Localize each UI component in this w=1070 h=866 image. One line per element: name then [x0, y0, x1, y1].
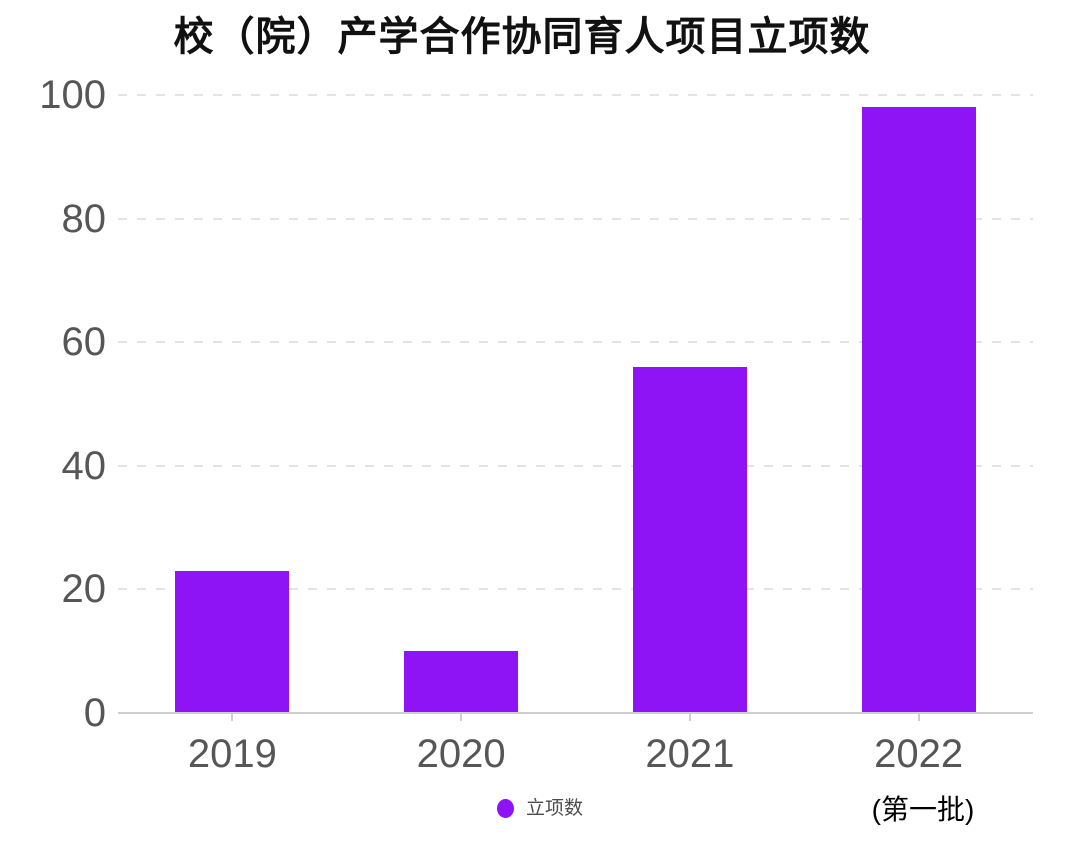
x-axis-label-2022: 2022	[874, 732, 964, 776]
chart-title: 校（院）产学合作协同育人项目立项数	[173, 14, 871, 59]
y-axis-label-100: 100	[39, 73, 106, 117]
gridline-80	[118, 217, 1033, 220]
gridline-40	[118, 464, 1033, 467]
x-axis-tick-2022	[917, 714, 920, 721]
x-axis-tick-2020	[460, 714, 463, 721]
y-axis-label-40: 40	[61, 443, 107, 488]
x-axis-annotation: (第一批)	[871, 794, 975, 825]
x-axis-label-2021: 2021	[645, 732, 735, 776]
x-axis-tick-2019	[231, 714, 234, 721]
bar-2019	[175, 570, 290, 713]
x-axis-label-2019: 2019	[187, 732, 277, 776]
gridline-20	[118, 588, 1033, 591]
y-axis-label-0: 0	[83, 691, 106, 735]
gridline-100	[118, 94, 1033, 96]
y-axis-label-60: 60	[61, 320, 107, 365]
y-axis-label-80: 80	[61, 196, 107, 241]
y-axis-label-20: 20	[61, 567, 107, 612]
bar-2021	[632, 366, 747, 713]
x-axis-label-2020: 2020	[416, 732, 506, 776]
bar-2022	[861, 107, 976, 713]
legend-label: 立项数	[525, 798, 584, 819]
bar-2020	[404, 651, 519, 713]
x-axis-line	[118, 712, 1033, 714]
legend-dot-icon	[496, 799, 514, 818]
legend-item[interactable]: 立项数	[496, 798, 584, 819]
x-axis-tick-2021	[688, 714, 691, 721]
gridline-60	[118, 341, 1033, 344]
